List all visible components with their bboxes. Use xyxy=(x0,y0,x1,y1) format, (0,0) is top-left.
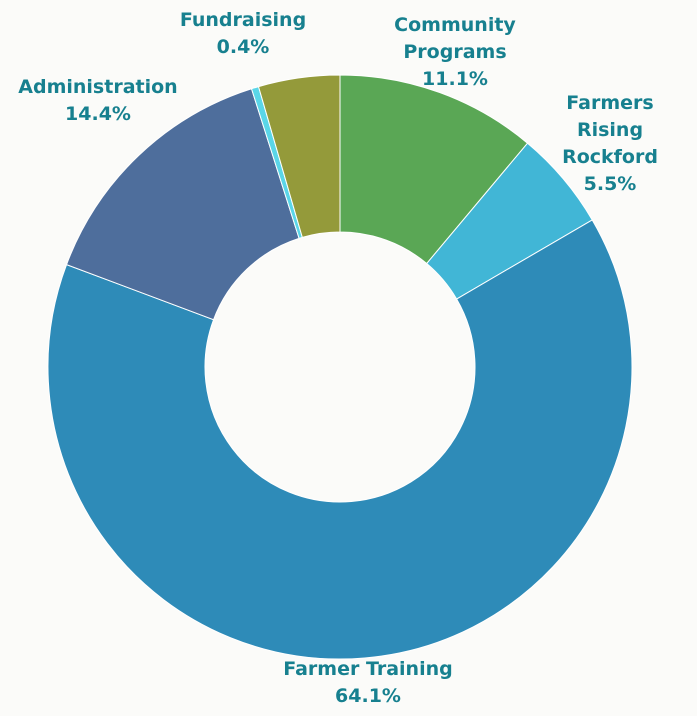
category-label: Farmers Rising Rockford xyxy=(535,90,685,171)
category-label: Farmer Training xyxy=(238,656,498,683)
value-label: 14.4% xyxy=(0,101,208,128)
value-label: 5.5% xyxy=(535,171,685,198)
category-label: Administration xyxy=(0,74,208,101)
value-label: 11.1% xyxy=(345,66,565,93)
category-label: Fundraising xyxy=(143,7,343,34)
category-label: Community Programs xyxy=(345,12,565,66)
value-label: 0.4% xyxy=(143,34,343,61)
value-label: 64.1% xyxy=(238,683,498,710)
chart: Community Programs11.1%Farmers Rising Ro… xyxy=(0,0,697,716)
